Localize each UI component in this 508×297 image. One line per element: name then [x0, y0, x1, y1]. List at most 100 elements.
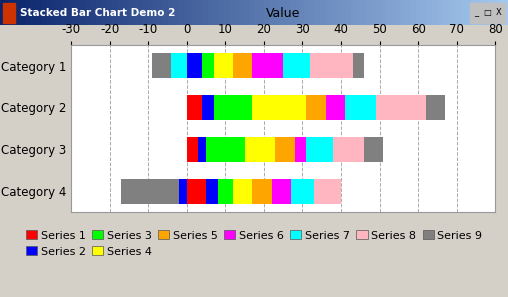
Bar	[371, 0, 376, 25]
Bar	[482, 2, 494, 23]
Bar	[224, 0, 229, 25]
Bar	[345, 95, 376, 120]
Bar	[81, 0, 86, 25]
Bar	[137, 0, 142, 25]
Bar	[320, 0, 325, 25]
Bar	[41, 0, 46, 25]
Bar	[252, 179, 272, 204]
Bar	[345, 0, 351, 25]
Bar	[325, 0, 330, 25]
Bar	[163, 0, 168, 25]
Bar	[335, 0, 340, 25]
Bar	[121, 179, 179, 204]
Text: Stacked Bar Chart Demo 2: Stacked Bar Chart Demo 2	[20, 8, 176, 18]
Bar	[310, 53, 353, 78]
Bar	[229, 0, 234, 25]
Bar	[272, 179, 291, 204]
Legend: Series 1, Series 2, Series 3, Series 4, Series 5, Series 6, Series 7, Series 8, : Series 1, Series 2, Series 3, Series 4, …	[21, 225, 488, 262]
Bar	[300, 0, 305, 25]
Bar	[330, 0, 335, 25]
Bar	[147, 0, 152, 25]
Bar	[295, 0, 300, 25]
Bar	[56, 0, 61, 25]
Bar	[483, 0, 488, 25]
Bar	[91, 0, 97, 25]
Bar	[376, 95, 426, 120]
Bar	[202, 95, 214, 120]
Bar	[193, 0, 198, 25]
Bar	[462, 0, 467, 25]
Bar	[239, 0, 244, 25]
Bar	[493, 0, 498, 25]
Bar	[427, 0, 432, 25]
Bar	[36, 0, 41, 25]
Bar	[275, 137, 295, 162]
Text: □: □	[484, 8, 492, 17]
Bar	[290, 0, 295, 25]
Bar	[284, 0, 290, 25]
Bar	[252, 95, 306, 120]
Bar	[326, 95, 345, 120]
Bar	[306, 95, 326, 120]
Bar	[467, 0, 472, 25]
Bar	[493, 2, 505, 23]
Bar	[381, 0, 386, 25]
Bar	[488, 0, 493, 25]
Bar	[295, 137, 306, 162]
Bar	[406, 0, 411, 25]
Bar	[15, 0, 20, 25]
Bar	[333, 137, 364, 162]
Bar	[3, 2, 15, 23]
Bar	[437, 0, 442, 25]
Bar	[61, 0, 66, 25]
Bar	[203, 0, 208, 25]
Bar	[310, 0, 315, 25]
Bar	[478, 0, 483, 25]
Bar	[353, 53, 364, 78]
Bar	[214, 95, 252, 120]
Bar	[447, 0, 452, 25]
Bar	[107, 0, 112, 25]
Bar	[127, 0, 132, 25]
Bar	[117, 0, 122, 25]
Bar	[422, 0, 427, 25]
Bar	[187, 179, 206, 204]
Bar	[132, 0, 137, 25]
Bar	[30, 0, 36, 25]
Bar	[179, 179, 187, 204]
Bar	[291, 179, 314, 204]
Bar	[46, 0, 51, 25]
Bar	[152, 0, 157, 25]
Bar	[213, 0, 218, 25]
Bar	[283, 53, 310, 78]
Bar	[452, 0, 457, 25]
Bar	[86, 0, 91, 25]
Bar	[183, 0, 188, 25]
Bar	[411, 0, 417, 25]
Bar	[25, 0, 30, 25]
Bar	[198, 0, 203, 25]
Bar	[97, 0, 102, 25]
Bar	[152, 53, 171, 78]
Text: X: X	[496, 8, 502, 17]
Bar	[252, 53, 283, 78]
X-axis label: Value: Value	[266, 7, 300, 20]
Bar	[234, 0, 239, 25]
Bar	[112, 0, 117, 25]
Bar	[71, 0, 76, 25]
Bar	[401, 0, 406, 25]
Bar	[206, 137, 245, 162]
Bar	[366, 0, 371, 25]
Bar	[417, 0, 422, 25]
Text: _: _	[474, 8, 479, 17]
Bar	[142, 0, 147, 25]
Bar	[20, 0, 25, 25]
Bar	[386, 0, 391, 25]
Bar	[157, 0, 163, 25]
Bar	[376, 0, 381, 25]
Bar	[396, 0, 401, 25]
Bar	[5, 0, 10, 25]
Bar	[0, 0, 5, 25]
Bar	[264, 0, 269, 25]
Bar	[10, 0, 15, 25]
